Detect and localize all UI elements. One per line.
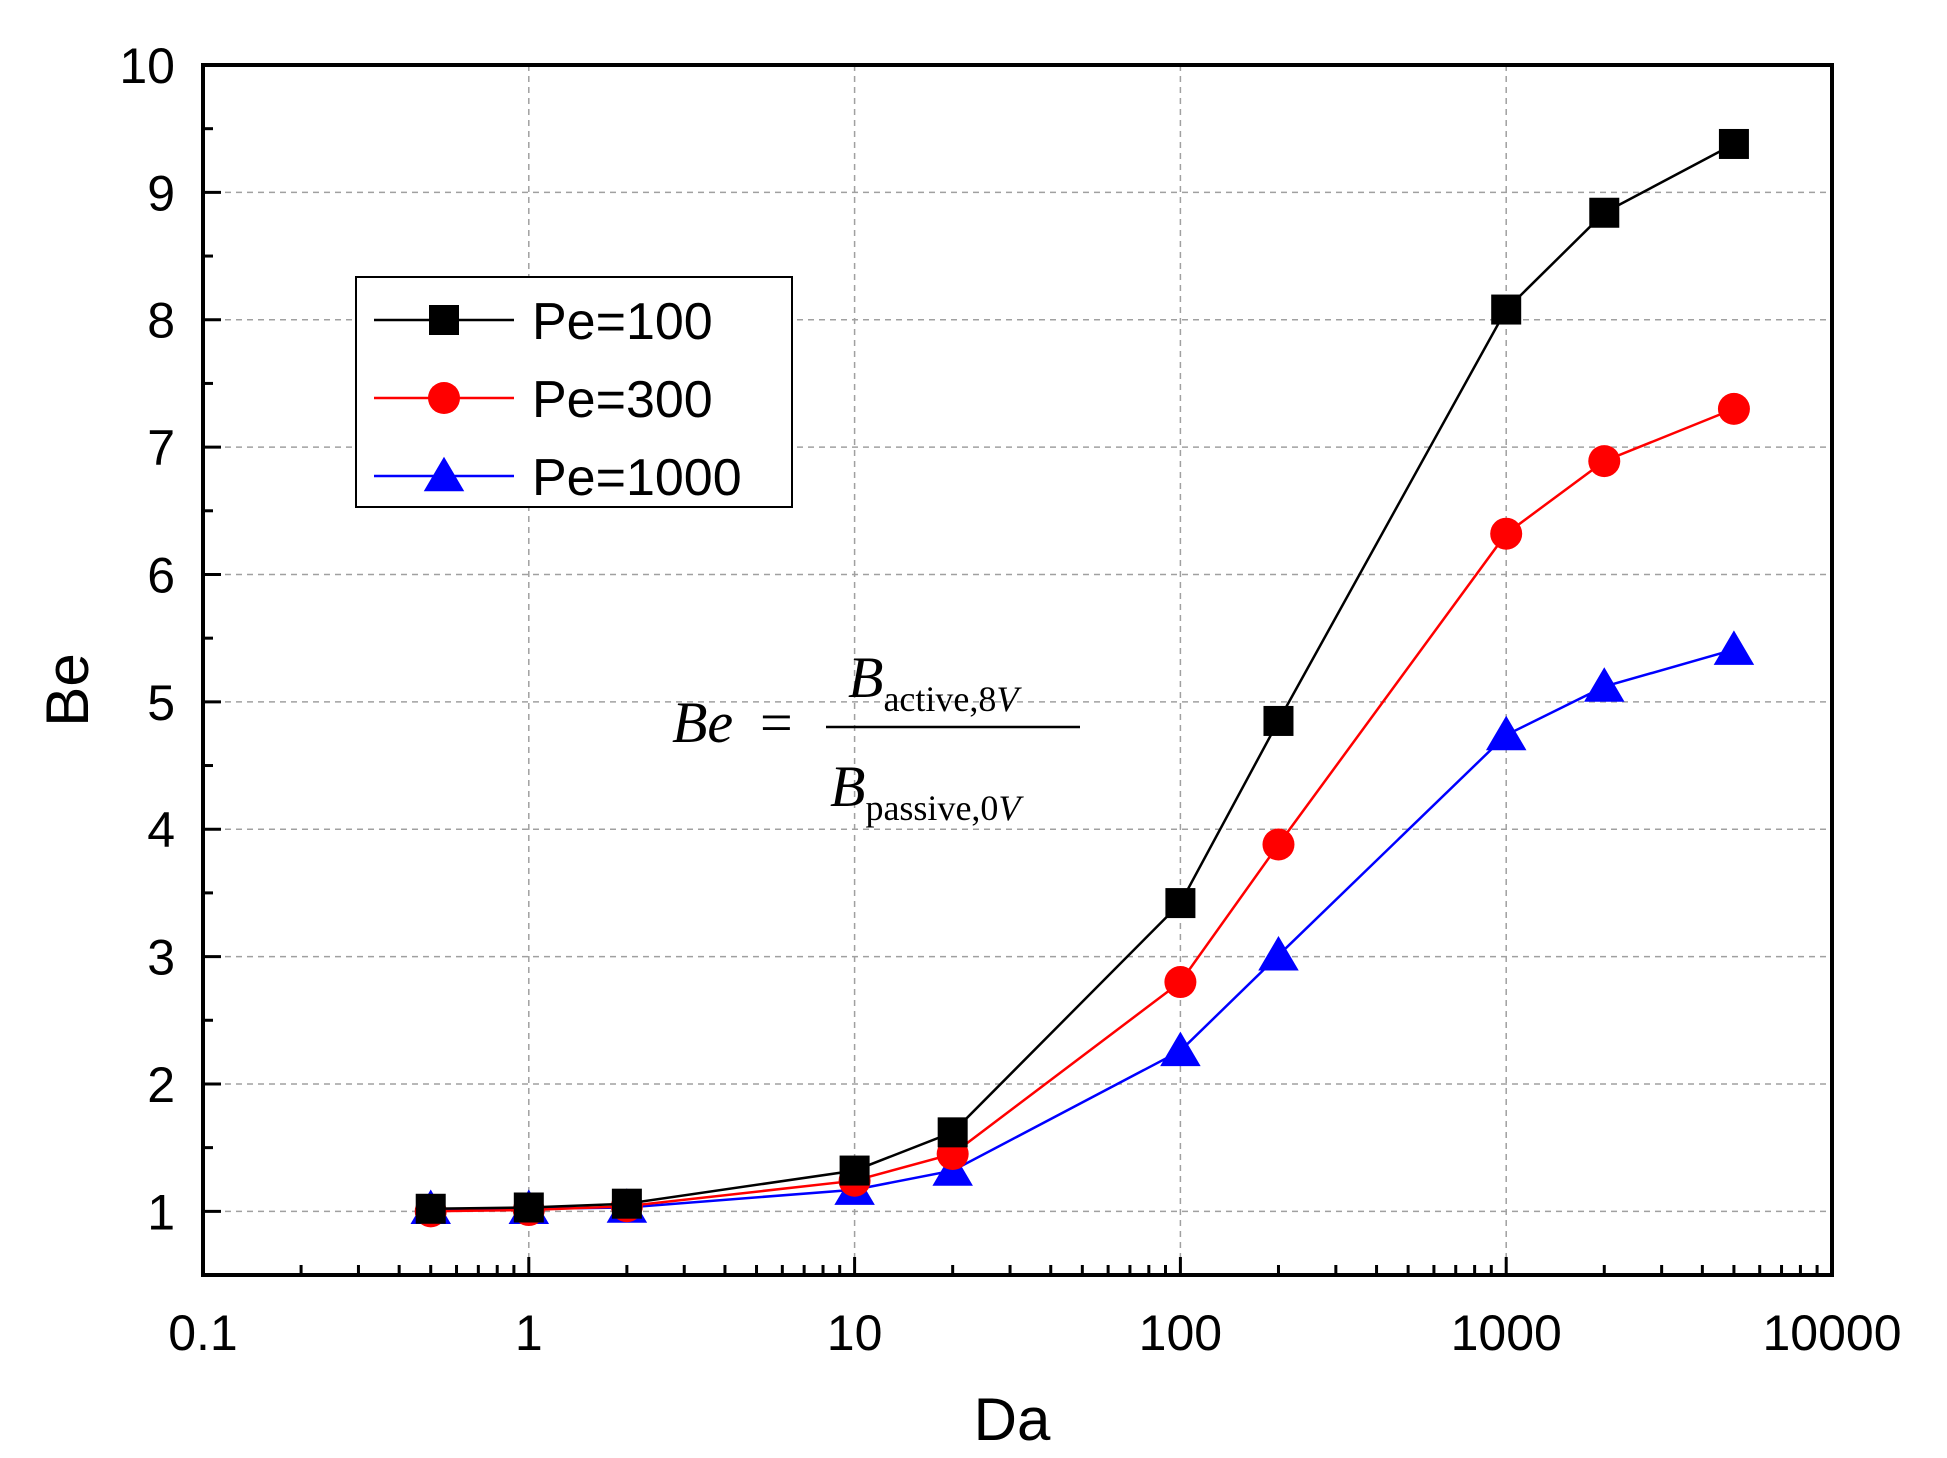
formula-denominator: Bpassive,0V <box>830 754 1024 828</box>
y-tick-label: 9 <box>147 165 175 221</box>
legend-marker <box>423 456 465 492</box>
data-point <box>1490 517 1523 550</box>
legend-item: Pe=100 <box>374 293 713 351</box>
formula-numerator-subscript-var: V <box>996 679 1022 719</box>
data-point <box>1584 667 1625 702</box>
x-tick-label: 1000 <box>1451 1305 1562 1361</box>
data-point <box>1262 828 1295 861</box>
legend-label: Pe=300 <box>532 371 713 429</box>
y-axis-title: Be <box>34 653 101 726</box>
y-tick-label: 3 <box>147 930 175 986</box>
series-pe-100 <box>415 128 1749 1224</box>
legend-item: Pe=1000 <box>374 449 742 507</box>
data-point <box>513 1192 544 1223</box>
y-tick-label: 4 <box>147 802 175 858</box>
formula-denominator-subscript: passive,0 <box>865 788 998 828</box>
formula-numerator: Bactive,8V <box>848 645 1022 719</box>
plot-frame <box>201 63 1834 1277</box>
x-tick-label: 10 <box>827 1305 883 1361</box>
legend: Pe=100 Pe=300 Pe=1000 <box>355 276 793 508</box>
data-point <box>1263 705 1294 736</box>
data-point <box>415 1193 446 1224</box>
y-axis-ticks <box>203 63 221 1277</box>
data-point <box>1589 197 1620 228</box>
data-point <box>839 1155 870 1186</box>
data-point <box>1165 888 1196 919</box>
formula-denominator-symbol: B <box>830 754 865 819</box>
y-tick-label: 5 <box>147 675 175 731</box>
y-tick-label: 1 <box>147 1184 175 1240</box>
data-point <box>1717 392 1750 425</box>
data-point <box>1160 1031 1201 1067</box>
legend-item: Pe=300 <box>374 371 713 429</box>
legend-marker <box>428 382 460 414</box>
series-line <box>430 407 1735 1213</box>
formula-lhs: Be <box>672 690 733 755</box>
formula-numerator-subscript: active,8 <box>883 679 996 719</box>
data-point <box>1718 128 1749 159</box>
y-tick-label: 6 <box>147 547 175 603</box>
data-point <box>1258 936 1299 971</box>
series-layer <box>410 128 1755 1228</box>
y-tick-label: 2 <box>147 1057 175 1113</box>
formula-denominator-subscript-var: V <box>998 788 1024 828</box>
legend-marker <box>429 305 459 335</box>
y-tick-label: 10 <box>119 38 175 94</box>
x-tick-label: 0.1 <box>168 1305 238 1361</box>
y-tick-label: 7 <box>147 420 175 476</box>
data-point <box>1164 966 1197 999</box>
data-point <box>1713 630 1755 665</box>
y-axis-tick-labels: 1 2 3 4 5 6 7 8 9 10 <box>119 38 175 1240</box>
data-point <box>1588 445 1621 478</box>
formula-annotation: Be = Bactive,8V Bpassive,0V <box>672 645 1080 828</box>
x-axis-ticks <box>201 1257 1834 1275</box>
x-axis-tick-labels: 0.1 1 10 100 1000 10000 <box>168 1305 1901 1361</box>
legend-box <box>355 276 793 508</box>
data-point <box>937 1117 968 1148</box>
x-tick-label: 1 <box>515 1305 543 1361</box>
formula-equals: = <box>760 690 793 755</box>
data-point <box>1485 715 1527 751</box>
data-point <box>611 1188 642 1219</box>
x-tick-label: 100 <box>1139 1305 1222 1361</box>
x-axis-title: Da <box>974 1386 1051 1453</box>
y-tick-label: 8 <box>147 293 175 349</box>
formula-numerator-symbol: B <box>848 645 883 710</box>
data-point <box>1491 294 1522 325</box>
legend-label: Pe=1000 <box>532 449 742 507</box>
legend-label: Pe=100 <box>532 293 713 351</box>
grid <box>203 65 1832 1275</box>
series-line <box>430 142 1735 1211</box>
x-tick-label: 10000 <box>1762 1305 1901 1361</box>
